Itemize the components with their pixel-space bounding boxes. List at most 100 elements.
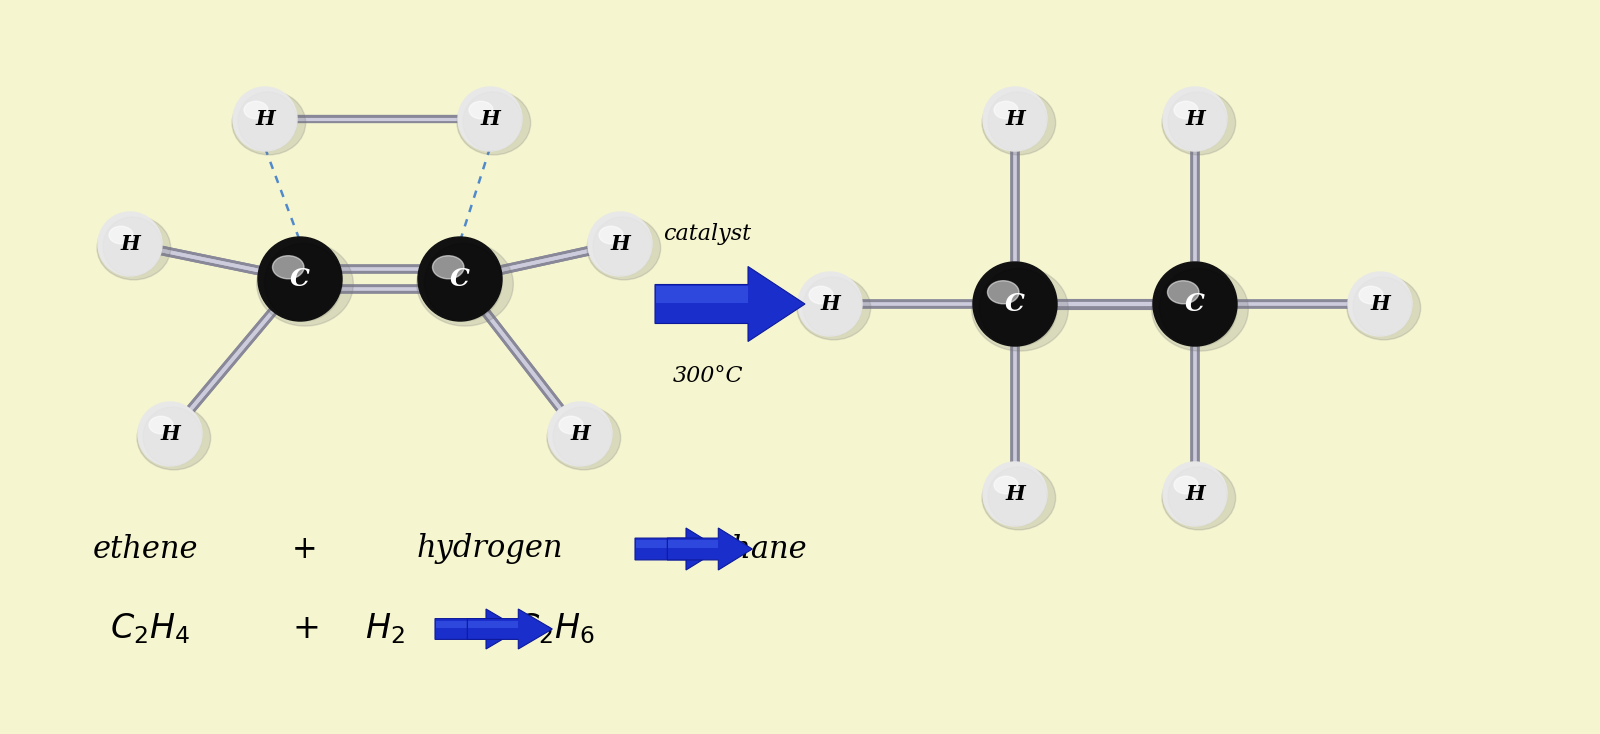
Text: H: H <box>1186 109 1205 129</box>
Ellipse shape <box>1168 467 1227 526</box>
Ellipse shape <box>424 244 502 321</box>
Text: $C_2H_4$: $C_2H_4$ <box>110 611 190 647</box>
Text: ethane: ethane <box>702 534 808 564</box>
Text: H: H <box>1005 484 1026 504</box>
Ellipse shape <box>1347 276 1421 340</box>
Text: $H_2$: $H_2$ <box>365 611 405 647</box>
Polygon shape <box>669 540 718 548</box>
Ellipse shape <box>558 416 582 434</box>
Ellipse shape <box>798 272 862 336</box>
Ellipse shape <box>594 217 653 276</box>
Text: H: H <box>1005 109 1026 129</box>
Ellipse shape <box>973 262 1058 346</box>
Ellipse shape <box>272 255 304 279</box>
Ellipse shape <box>987 467 1046 526</box>
Ellipse shape <box>1163 87 1227 151</box>
Ellipse shape <box>982 87 1046 151</box>
Ellipse shape <box>994 476 1018 494</box>
Text: +: + <box>293 534 318 564</box>
Ellipse shape <box>432 255 464 279</box>
Ellipse shape <box>598 226 622 244</box>
Ellipse shape <box>238 92 298 151</box>
Ellipse shape <box>1162 466 1235 530</box>
Ellipse shape <box>554 407 613 466</box>
Text: 300°C: 300°C <box>672 366 742 388</box>
Ellipse shape <box>1152 267 1248 351</box>
Ellipse shape <box>1354 277 1413 336</box>
Ellipse shape <box>142 407 202 466</box>
Text: H: H <box>821 294 840 314</box>
Ellipse shape <box>458 91 531 155</box>
Polygon shape <box>656 286 749 303</box>
Text: $+$: $+$ <box>291 613 318 645</box>
Ellipse shape <box>982 462 1046 526</box>
Text: H: H <box>160 424 179 444</box>
Ellipse shape <box>1160 269 1237 346</box>
Polygon shape <box>469 621 518 628</box>
Text: H: H <box>570 424 590 444</box>
Ellipse shape <box>547 402 611 466</box>
Polygon shape <box>435 609 520 649</box>
Ellipse shape <box>416 242 514 326</box>
Ellipse shape <box>982 91 1056 155</box>
Ellipse shape <box>971 267 1069 351</box>
Ellipse shape <box>138 402 202 466</box>
Ellipse shape <box>1163 462 1227 526</box>
Ellipse shape <box>149 416 173 434</box>
Ellipse shape <box>803 277 862 336</box>
Text: C: C <box>290 267 310 291</box>
Ellipse shape <box>987 92 1046 151</box>
Ellipse shape <box>982 466 1056 530</box>
Ellipse shape <box>1168 92 1227 151</box>
Ellipse shape <box>797 276 870 340</box>
Ellipse shape <box>1174 101 1198 119</box>
Ellipse shape <box>256 242 354 326</box>
Text: H: H <box>120 234 139 254</box>
Ellipse shape <box>109 226 133 244</box>
Ellipse shape <box>264 244 342 321</box>
Text: H: H <box>1370 294 1390 314</box>
Ellipse shape <box>994 101 1018 119</box>
Text: H: H <box>480 109 499 129</box>
Ellipse shape <box>810 286 834 304</box>
Polygon shape <box>435 621 486 628</box>
Text: ethene: ethene <box>93 534 198 564</box>
Ellipse shape <box>469 101 493 119</box>
Ellipse shape <box>979 269 1058 346</box>
Ellipse shape <box>1347 272 1413 336</box>
Polygon shape <box>637 540 686 548</box>
Ellipse shape <box>587 216 661 280</box>
Text: H: H <box>610 234 630 254</box>
Ellipse shape <box>258 237 342 321</box>
Polygon shape <box>654 266 805 341</box>
Ellipse shape <box>987 280 1019 304</box>
Ellipse shape <box>98 212 162 276</box>
Text: H: H <box>254 109 275 129</box>
Text: C: C <box>1186 292 1205 316</box>
Ellipse shape <box>1168 280 1198 304</box>
Ellipse shape <box>245 101 269 119</box>
Text: catalyst: catalyst <box>664 223 752 245</box>
Ellipse shape <box>102 217 162 276</box>
Ellipse shape <box>418 237 502 321</box>
Ellipse shape <box>462 92 522 151</box>
Ellipse shape <box>589 212 653 276</box>
Ellipse shape <box>98 216 171 280</box>
Ellipse shape <box>547 406 621 470</box>
Ellipse shape <box>232 91 306 155</box>
Ellipse shape <box>138 406 211 470</box>
Ellipse shape <box>1154 262 1237 346</box>
Polygon shape <box>467 609 552 649</box>
Text: C: C <box>1005 292 1026 316</box>
Polygon shape <box>667 528 752 570</box>
Text: hydrogen: hydrogen <box>416 534 563 564</box>
Text: C: C <box>450 267 470 291</box>
Text: $C_2H_6$: $C_2H_6$ <box>515 611 595 647</box>
Ellipse shape <box>1358 286 1382 304</box>
Text: H: H <box>1186 484 1205 504</box>
Ellipse shape <box>1174 476 1198 494</box>
Ellipse shape <box>234 87 298 151</box>
Ellipse shape <box>1162 91 1235 155</box>
Ellipse shape <box>458 87 522 151</box>
Polygon shape <box>635 528 720 570</box>
